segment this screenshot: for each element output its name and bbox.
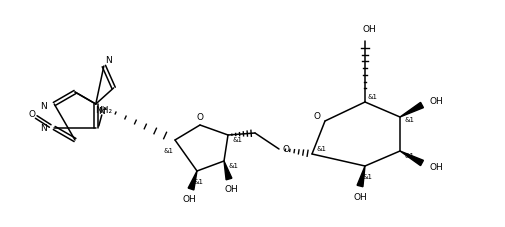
Text: NH₂: NH₂ — [95, 106, 112, 115]
Text: O: O — [314, 112, 320, 121]
Text: OH: OH — [352, 193, 366, 202]
Text: OH: OH — [362, 24, 375, 33]
Text: &1: &1 — [229, 162, 238, 168]
Text: &1: &1 — [362, 173, 372, 179]
Text: &1: &1 — [316, 145, 326, 151]
Text: OH: OH — [428, 163, 442, 172]
Text: OH: OH — [224, 185, 237, 194]
Text: &1: &1 — [193, 178, 204, 184]
Text: &1: &1 — [404, 152, 414, 158]
Polygon shape — [399, 151, 423, 166]
Text: N: N — [40, 102, 47, 111]
Text: &1: &1 — [367, 94, 377, 100]
Text: N: N — [40, 124, 47, 133]
Polygon shape — [399, 103, 423, 118]
Text: O: O — [29, 110, 36, 119]
Text: &1: &1 — [164, 147, 174, 153]
Text: O: O — [282, 145, 289, 154]
Text: O: O — [196, 113, 203, 122]
Polygon shape — [357, 166, 364, 187]
Polygon shape — [224, 161, 231, 180]
Text: &1: &1 — [404, 116, 414, 122]
Text: OH: OH — [182, 195, 195, 204]
Text: &1: &1 — [232, 136, 242, 142]
Polygon shape — [188, 171, 196, 190]
Text: OH: OH — [428, 97, 442, 106]
Text: N: N — [105, 55, 112, 64]
Text: N: N — [97, 106, 105, 116]
